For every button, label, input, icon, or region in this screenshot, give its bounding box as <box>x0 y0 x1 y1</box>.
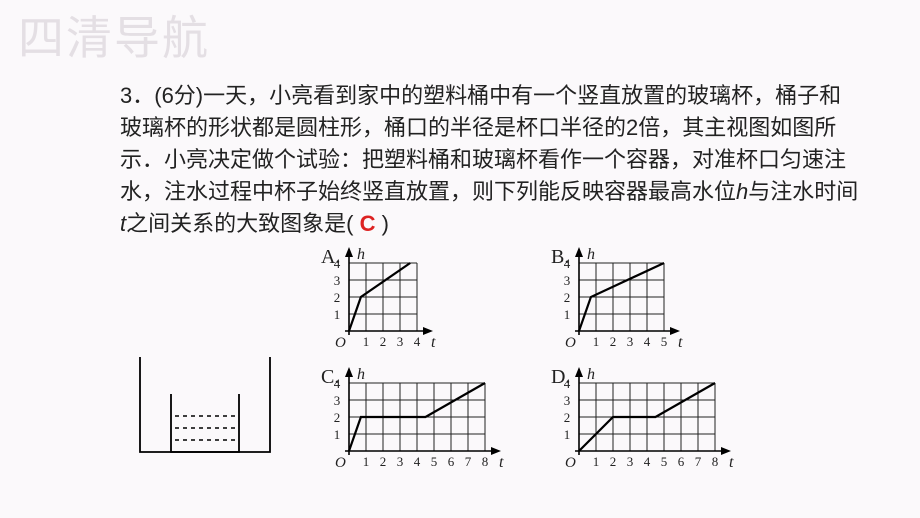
svg-text:3: 3 <box>564 273 571 288</box>
question-text: 3．(6分)一天，小亮看到家中的塑料桶中有一个竖直放置的玻璃杯，桶子和玻璃杯的形… <box>120 80 860 239</box>
svg-text:3: 3 <box>564 393 571 408</box>
svg-text:t: t <box>499 454 504 471</box>
q-number: 3． <box>120 83 154 108</box>
svg-text:8: 8 <box>482 454 489 469</box>
svg-text:3: 3 <box>334 273 341 288</box>
svg-text:t: t <box>729 454 734 471</box>
svg-text:4: 4 <box>414 334 421 349</box>
svg-text:3: 3 <box>627 334 634 349</box>
svg-text:7: 7 <box>695 454 702 469</box>
answer-letter: C <box>360 211 376 236</box>
q-mid: 与注水时间 <box>748 179 858 204</box>
svg-text:h: h <box>587 246 595 263</box>
svg-text:2: 2 <box>610 454 617 469</box>
svg-text:h: h <box>357 246 365 263</box>
svg-text:1: 1 <box>363 454 370 469</box>
chart-c: C.htO123412345678 <box>315 365 519 477</box>
chart-a: A.htO12341234 <box>315 245 451 357</box>
svg-text:4: 4 <box>334 256 341 271</box>
svg-text:1: 1 <box>363 334 370 349</box>
svg-text:6: 6 <box>678 454 685 469</box>
svg-text:5: 5 <box>661 454 668 469</box>
svg-text:4: 4 <box>414 454 421 469</box>
svg-text:t: t <box>678 334 683 351</box>
svg-text:3: 3 <box>334 393 341 408</box>
svg-text:8: 8 <box>712 454 719 469</box>
svg-text:2: 2 <box>334 410 341 425</box>
svg-text:1: 1 <box>593 454 600 469</box>
svg-text:5: 5 <box>661 334 668 349</box>
svg-text:O: O <box>335 335 346 351</box>
container-diagram <box>135 355 275 455</box>
svg-text:6: 6 <box>448 454 455 469</box>
svg-text:2: 2 <box>334 290 341 305</box>
svg-text:1: 1 <box>334 307 341 322</box>
svg-text:3: 3 <box>627 454 634 469</box>
q-body2: 之间关系的大致图象是( <box>126 211 353 236</box>
svg-text:7: 7 <box>465 454 472 469</box>
svg-text:2: 2 <box>380 334 387 349</box>
svg-text:1: 1 <box>564 307 571 322</box>
svg-text:1: 1 <box>593 334 600 349</box>
svg-text:4: 4 <box>644 334 651 349</box>
svg-text:h: h <box>587 366 595 383</box>
svg-text:2: 2 <box>610 334 617 349</box>
svg-text:4: 4 <box>644 454 651 469</box>
var-h: h <box>736 179 748 204</box>
watermark: 四清导航 <box>18 2 210 68</box>
svg-text:3: 3 <box>397 454 404 469</box>
svg-text:2: 2 <box>564 410 571 425</box>
svg-text:4: 4 <box>564 376 571 391</box>
svg-text:4: 4 <box>564 256 571 271</box>
chart-d: D.htO123412345678 <box>545 365 749 477</box>
chart-b: B.htO123412345 <box>545 245 698 357</box>
svg-text:3: 3 <box>397 334 404 349</box>
close-paren: ) <box>382 211 389 236</box>
svg-text:2: 2 <box>564 290 571 305</box>
svg-text:4: 4 <box>334 376 341 391</box>
svg-text:t: t <box>431 334 436 351</box>
svg-text:O: O <box>565 455 576 471</box>
svg-text:1: 1 <box>334 427 341 442</box>
svg-text:2: 2 <box>380 454 387 469</box>
svg-text:O: O <box>335 455 346 471</box>
svg-text:1: 1 <box>564 427 571 442</box>
q-points: (6分) <box>154 83 203 108</box>
svg-text:5: 5 <box>431 454 438 469</box>
svg-text:O: O <box>565 335 576 351</box>
svg-text:h: h <box>357 366 365 383</box>
